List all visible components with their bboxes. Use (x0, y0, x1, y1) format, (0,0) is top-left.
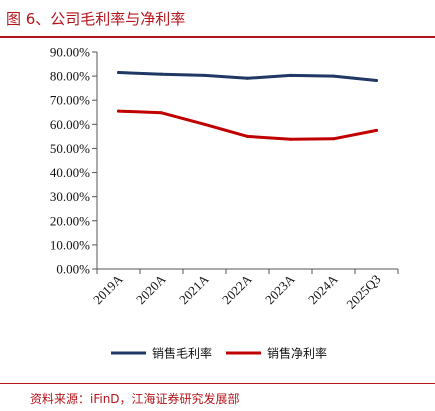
figure-title: 图 6、公司毛利率与净利率 (6, 10, 186, 28)
data-point (160, 111, 163, 115)
data-point (117, 70, 120, 74)
x-tick-label: 2021A (176, 271, 212, 307)
legend: 销售毛利率 销售净利率 (111, 346, 327, 361)
x-tick-label: 2023A (262, 271, 298, 307)
x-tick-label: 2025Q3 (343, 272, 383, 312)
y-tick-label: 80.00% (50, 69, 90, 84)
data-point (289, 137, 292, 141)
legend-label-2: 销售净利率 (267, 346, 327, 361)
x-tick-label: 2019A (90, 271, 126, 307)
y-tick-label: 40.00% (50, 165, 90, 180)
data-point (203, 122, 206, 126)
y-tick-label: 20.00% (50, 213, 90, 228)
chart-axes (92, 51, 399, 274)
y-tick-label: 70.00% (50, 93, 90, 108)
x-tick-label: 2020A (133, 271, 169, 307)
title-divider (0, 36, 435, 38)
x-tick-labels: 2019A 2020A 2021A 2022A 2023A 2024A 2025Q3 (90, 271, 384, 312)
data-point (332, 74, 335, 78)
data-point (203, 73, 206, 77)
x-tick-label: 2024A (305, 271, 341, 307)
x-tick-label: 2022A (219, 271, 255, 307)
y-tick-label: 90.00% (50, 45, 90, 60)
data-point (332, 137, 335, 141)
y-tick-labels: 0.00% 10.00% 20.00% 30.00% 40.00% 50.00% 60.00… (50, 45, 90, 277)
y-tick-label: 60.00% (50, 117, 90, 132)
y-tick-label: 50.00% (50, 141, 90, 156)
y-tick-label: 30.00% (50, 189, 90, 204)
data-point (160, 72, 163, 76)
data-point (375, 128, 378, 132)
data-point (117, 109, 120, 113)
source-divider (0, 383, 435, 384)
y-tick-label: 10.00% (50, 237, 90, 252)
data-point (246, 134, 249, 138)
data-point (289, 73, 292, 77)
data-point (246, 76, 249, 80)
source-note: 资料来源：iFinD，江海证券研究发展部 (30, 392, 240, 406)
series-lines (117, 70, 378, 141)
legend-label-1: 销售毛利率 (152, 346, 212, 361)
data-point (375, 78, 378, 82)
y-tick-label: 0.00% (56, 262, 90, 277)
